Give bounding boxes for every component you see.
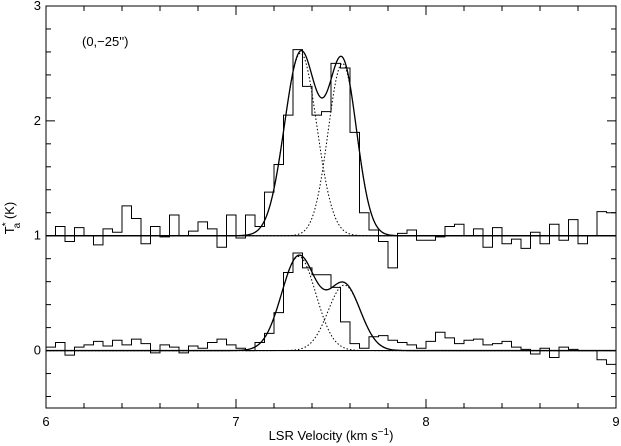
y-tick-label: 3 bbox=[34, 0, 41, 13]
x-tick-label: 8 bbox=[422, 414, 429, 429]
series-group bbox=[46, 49, 616, 365]
annotation-label: (0,−25'') bbox=[82, 34, 129, 49]
tick-labels: 6 7 8 9 0 1 2 3 bbox=[34, 0, 620, 429]
baselines bbox=[46, 235, 616, 352]
gaussian-component-curve bbox=[46, 62, 616, 237]
y-axis-title-subscript: a bbox=[12, 222, 23, 228]
y-tick-label: 2 bbox=[34, 113, 41, 128]
x-axis-title-end: ) bbox=[389, 428, 393, 443]
y-axis-title-unit: (K) bbox=[2, 202, 17, 223]
x-axis-title-superscript: −1 bbox=[378, 427, 390, 438]
y-axis-title-superscript: * bbox=[1, 222, 12, 226]
x-axis-title-main: LSR Velocity (km s bbox=[269, 428, 379, 443]
x-tick-label: 9 bbox=[612, 414, 619, 429]
y-axis-title-main: T bbox=[2, 226, 17, 234]
spectrum-histogram bbox=[46, 252, 616, 365]
y-tick-label: 1 bbox=[34, 228, 41, 243]
gaussian-component-curve bbox=[46, 255, 616, 352]
x-tick-label: 7 bbox=[232, 414, 239, 429]
x-axis-title: LSR Velocity (km s−1) bbox=[269, 427, 394, 443]
plot-frame bbox=[45, 5, 617, 409]
y-tick-label: 0 bbox=[34, 343, 41, 358]
y-axis-title: T*a (K) bbox=[1, 202, 23, 234]
x-tick-label: 6 bbox=[42, 414, 49, 429]
gaussian-component-curve bbox=[46, 284, 616, 352]
